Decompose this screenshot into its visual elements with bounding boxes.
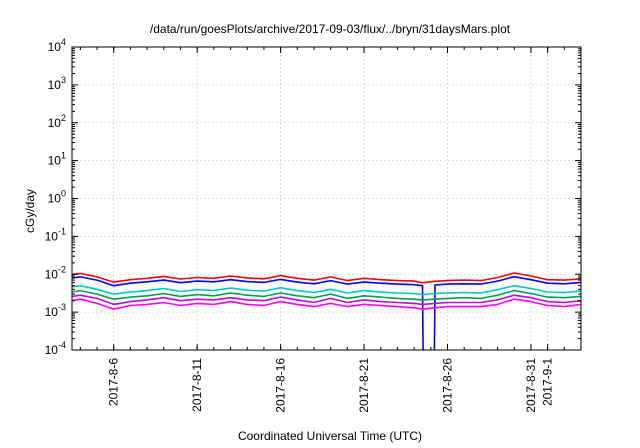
series-line	[72, 272, 581, 284]
x-tick-label: 2017-8-11	[190, 358, 204, 412]
chart-title: /data/run/goesPlots/archive/2017-09-03/f…	[150, 22, 511, 36]
x-ticks: 2017-8-6 2017-8-11 2017-8-16 2017-8-21 2017-…	[79, 47, 582, 413]
plot-frame	[71, 46, 582, 351]
series-line	[72, 284, 581, 296]
y-tick-label: 10-4	[45, 340, 66, 357]
y-tick-label: 101	[48, 151, 66, 168]
y-tick-label: 102	[48, 113, 66, 130]
y-tick-label: 103	[48, 75, 66, 92]
x-tick-label: 2017-8-16	[274, 358, 288, 413]
x-tick-label: 2017-8-21	[357, 358, 371, 413]
y-axis-label: cGy/day	[23, 189, 37, 233]
series-line	[72, 275, 581, 350]
x-tick-label: 2017-8-26	[440, 358, 454, 413]
y-tick-label: 10-2	[45, 264, 66, 281]
y-tick-label: 10-1	[45, 226, 66, 243]
x-tick-label: 2017-8-6	[107, 358, 121, 406]
x-tick-label: 2017-8-31	[524, 358, 538, 413]
y-tick-label: 104	[48, 37, 66, 54]
series-lines	[72, 272, 581, 350]
y-tick-label: 100	[48, 189, 66, 206]
series-line	[72, 298, 581, 310]
x-axis-label: Coordinated Universal Time (UTC)	[238, 429, 422, 443]
x-tick-label: 2017-9-1	[541, 358, 555, 406]
series-line	[72, 289, 581, 301]
y-tick-label: 10-3	[45, 302, 66, 319]
series-line	[72, 294, 581, 306]
